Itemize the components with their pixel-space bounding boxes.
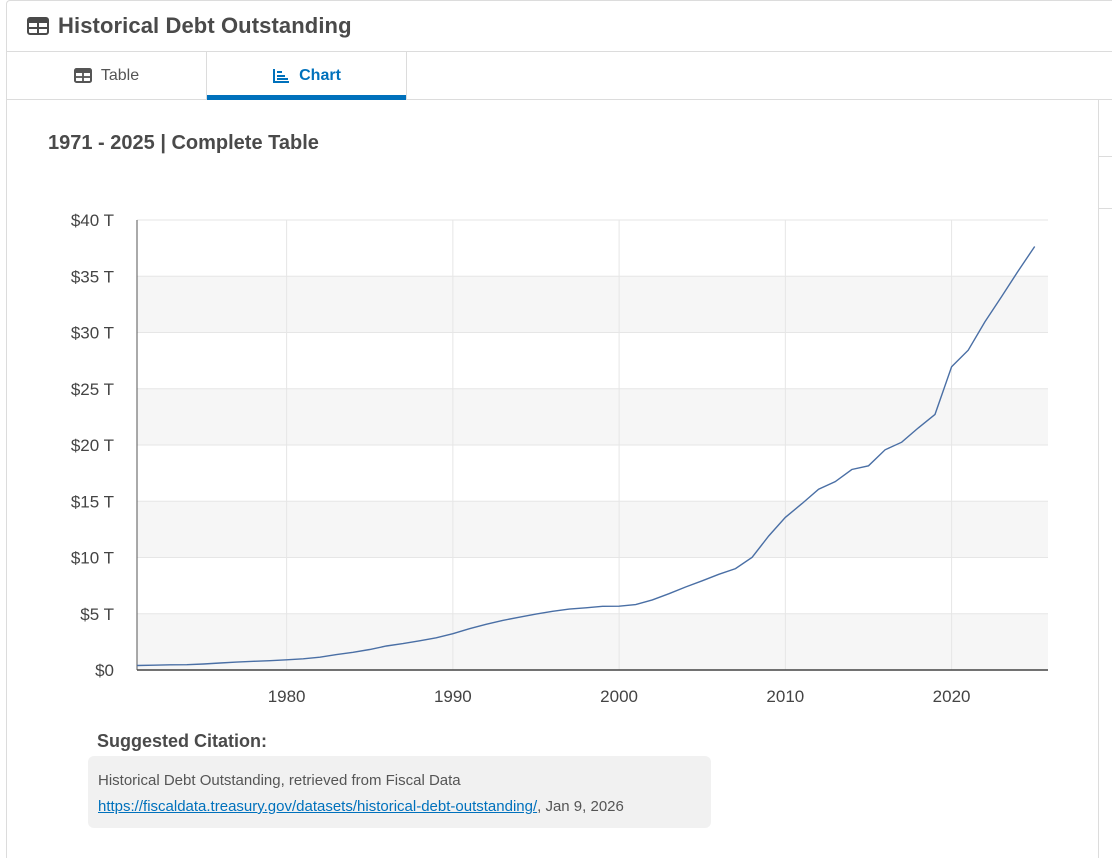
y-tick-label: $0	[95, 661, 114, 680]
y-tick-label: $5 T	[80, 605, 114, 624]
y-tick-label: $40 T	[71, 211, 114, 230]
card-header: Historical Debt Outstanding	[7, 1, 1112, 52]
table-icon	[73, 68, 92, 83]
x-tick-label: 2000	[600, 687, 638, 706]
plot-band	[137, 613, 1048, 670]
y-tick-label: $15 T	[71, 492, 114, 511]
citation-label: Suggested Citation:	[97, 731, 267, 751]
plot-band	[137, 501, 1048, 558]
plot-band	[137, 276, 1048, 333]
plot-band	[137, 388, 1048, 445]
debt-line-chart: $0 $5 T $10 T $15 T $20 T $25 T $30 T $35 T $40 …	[71, 211, 1048, 706]
tab-label: Table	[100, 66, 140, 84]
side-panel-edge	[1098, 99, 1112, 858]
x-tick-label: 1980	[268, 687, 306, 706]
x-tick-label: 2010	[766, 687, 804, 706]
dataset-card: Historical Debt Outstanding Table	[6, 0, 1112, 858]
x-tick-label: 1990	[434, 687, 472, 706]
citation-text: Historical Debt Outstanding, retrieved f…	[98, 772, 461, 789]
tab-table[interactable]: Table	[7, 52, 207, 99]
y-tick-label: $25 T	[71, 380, 114, 399]
tab-label: Chart	[299, 66, 341, 84]
page-title: Historical Debt Outstanding	[58, 13, 352, 38]
citation-box: Historical Debt Outstanding, retrieved f…	[88, 756, 711, 828]
chart-container: $0 $5 T $10 T $15 T $20 T $25 T $30 T $35 T $40 …	[7, 196, 1112, 716]
table-icon	[27, 17, 49, 35]
y-tick-label: $20 T	[71, 436, 114, 455]
view-tabs: Table Chart	[7, 52, 1112, 100]
y-tick-label: $35 T	[71, 267, 114, 286]
citation-date: , Jan 9, 2026	[537, 798, 624, 815]
citation-link-line: https://fiscaldata.treasury.gov/datasets…	[98, 794, 701, 820]
x-tick-label: 2020	[933, 687, 971, 706]
chart-icon	[272, 68, 290, 84]
tab-chart[interactable]: Chart	[207, 52, 407, 100]
y-tick-label: $10 T	[71, 549, 114, 568]
citation-link[interactable]: https://fiscaldata.treasury.gov/datasets…	[98, 798, 538, 815]
y-tick-label: $30 T	[71, 324, 114, 343]
series-line	[136, 246, 1036, 667]
chart-subtitle: 1971 - 2025 | Complete Table	[48, 132, 319, 154]
